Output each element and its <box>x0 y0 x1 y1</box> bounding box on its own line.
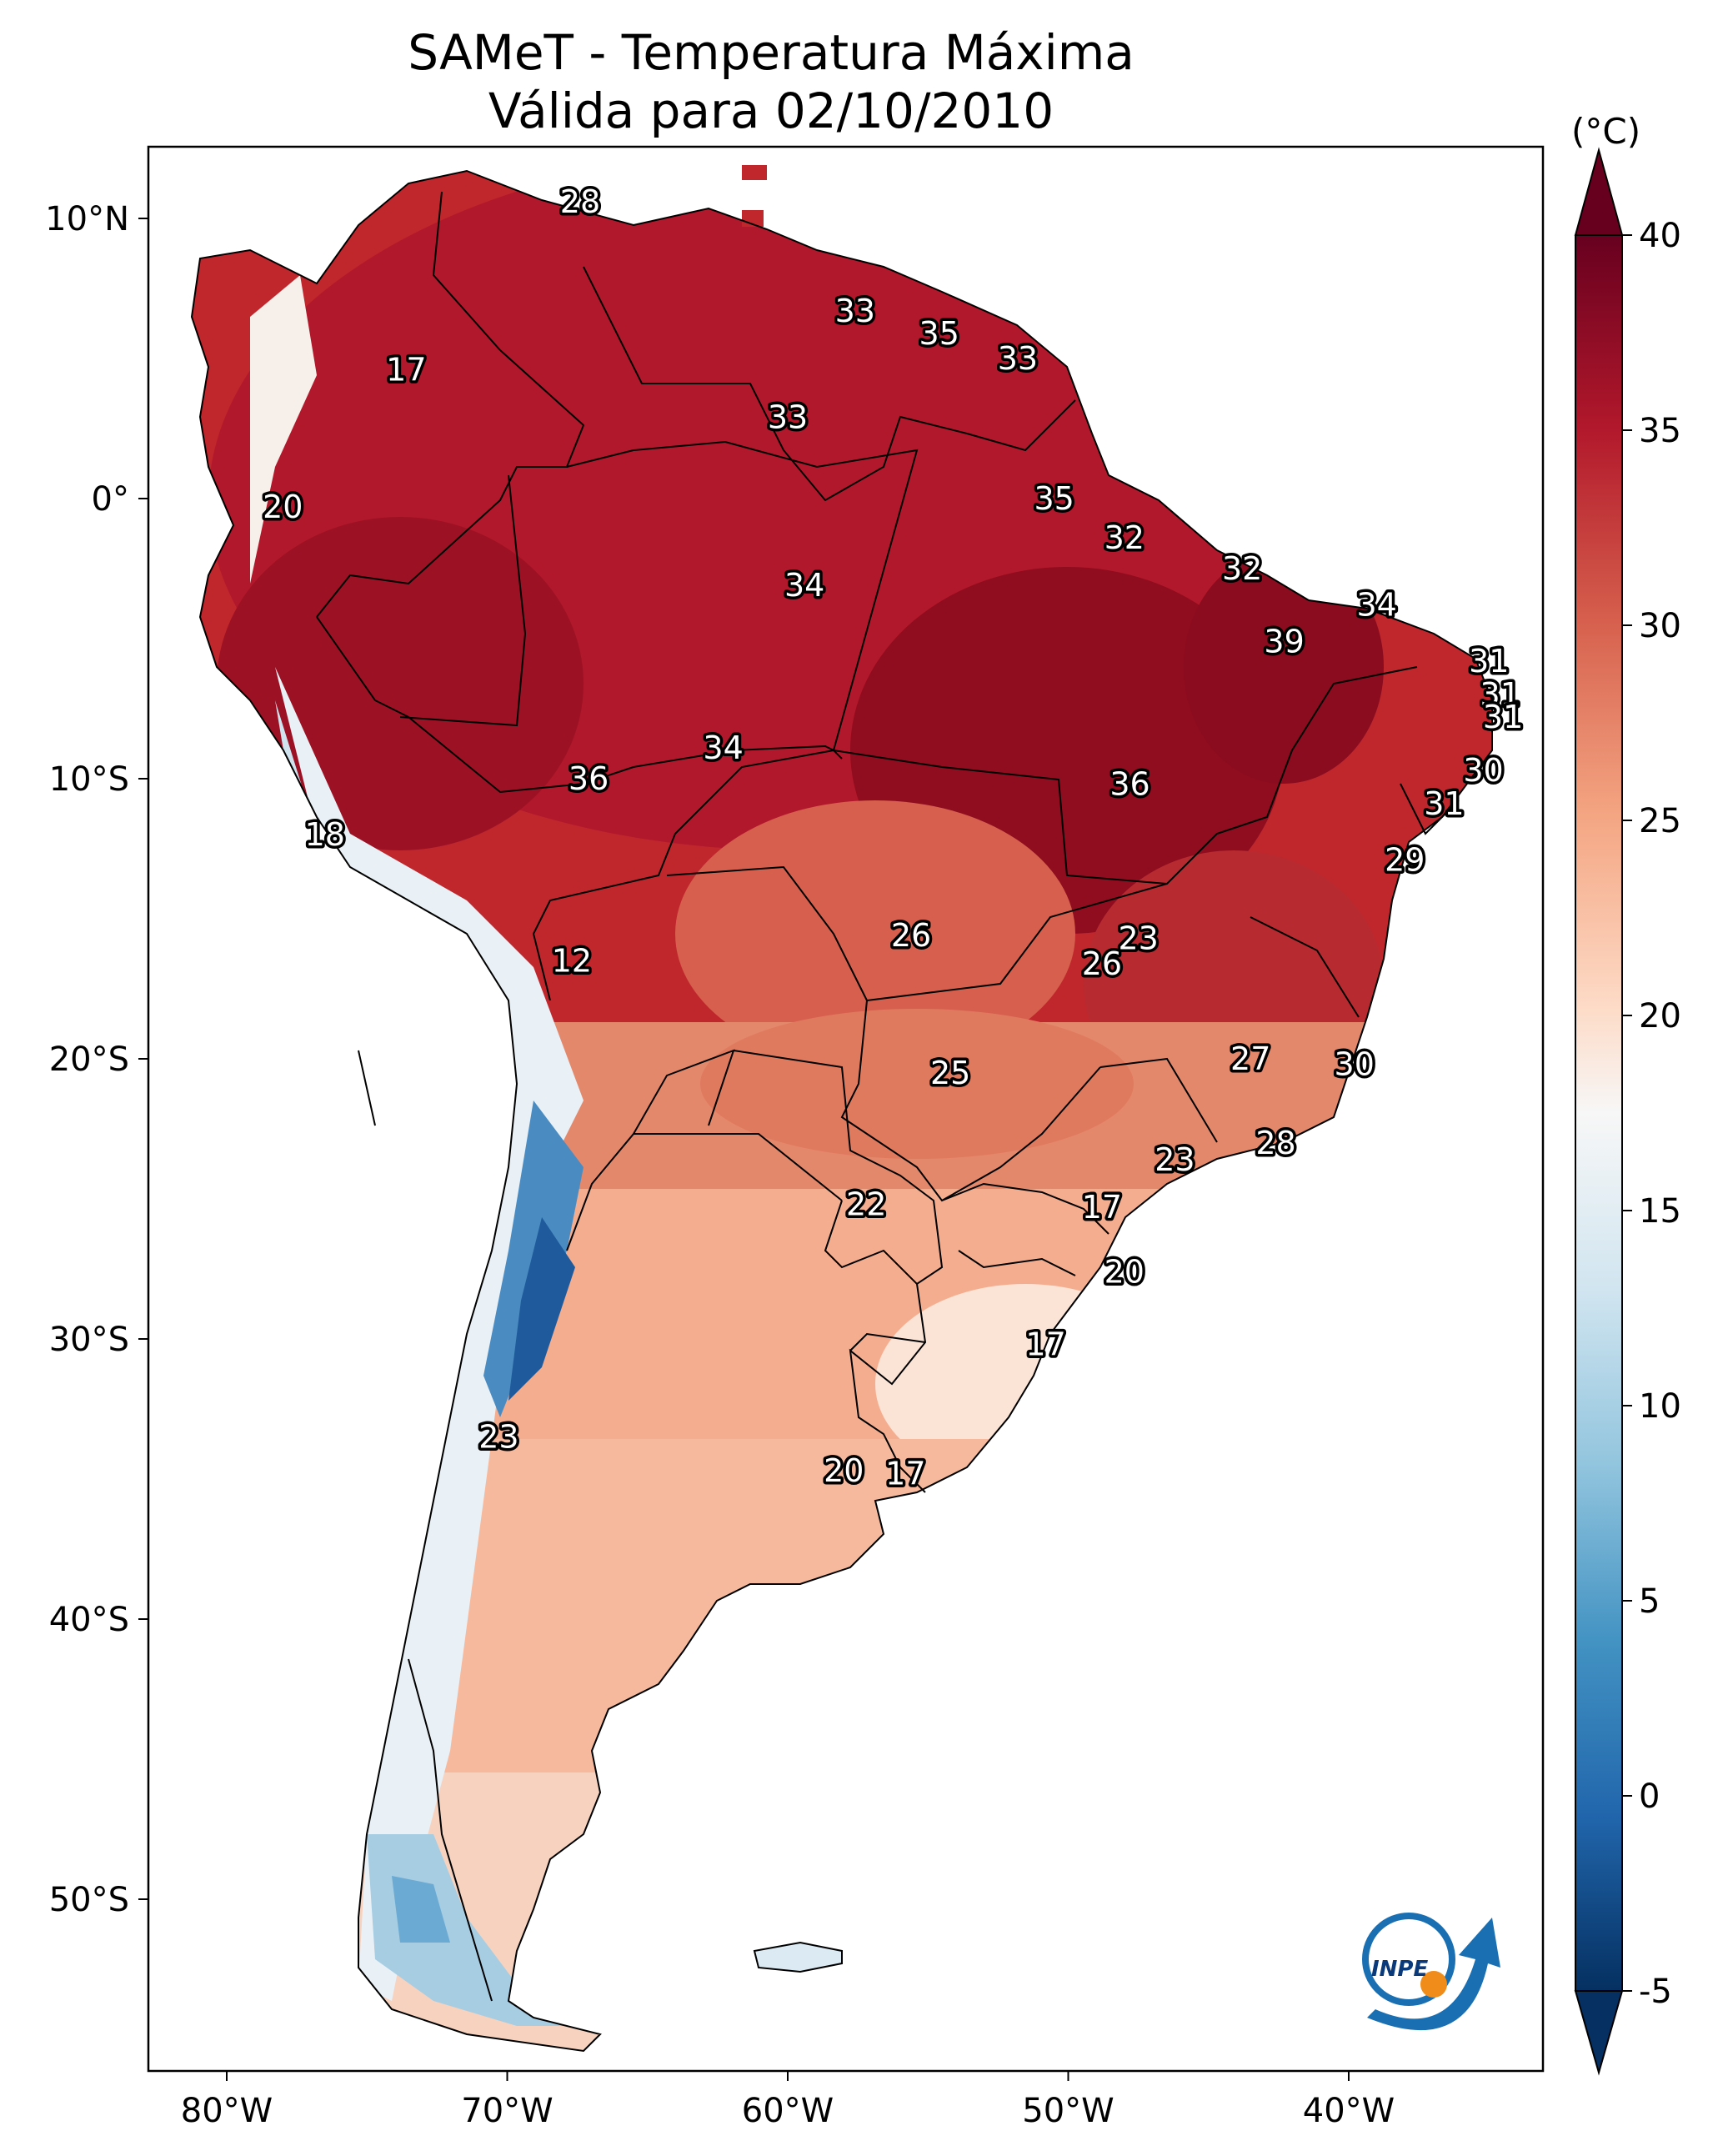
lat-tick-label: 50°S <box>49 1881 129 1919</box>
contour-label: 30 <box>1335 1046 1375 1083</box>
contour-label: 31 <box>1483 699 1523 735</box>
contour-label: 34 <box>784 567 824 604</box>
colorbar-tick-label: 0 <box>1639 1777 1660 1816</box>
lat-tick-label: 10°N <box>45 200 129 238</box>
contour-label: 17 <box>885 1455 925 1492</box>
map-title: SAMeT - Temperatura Máxima Válida para 0… <box>0 23 1542 140</box>
inpe-logo: INPE <box>1362 1913 1500 2031</box>
contour-label: 30 <box>1463 752 1503 789</box>
contour-label: 12 <box>552 942 592 979</box>
lat-tick-label: 0° <box>92 480 129 519</box>
contour-label: 32 <box>1222 550 1262 587</box>
lat-axis: 10°N 0° 10°S 20°S 30°S 40°S 50°S <box>45 200 148 1919</box>
contour-label: 20 <box>824 1452 864 1489</box>
colorbar-tick-label: 10 <box>1639 1387 1681 1426</box>
colorbar-tick-label: 5 <box>1639 1582 1660 1621</box>
contour-label: 29 <box>1385 841 1425 878</box>
title-line-1: SAMeT - Temperatura Máxima <box>408 24 1134 81</box>
svg-text:INPE: INPE <box>1371 1957 1428 1982</box>
contour-label: 31 <box>1424 785 1464 822</box>
colorbar-min-extension <box>1574 1990 1624 2076</box>
contour-label: 39 <box>1264 623 1304 659</box>
contour-label: 26 <box>891 917 931 954</box>
contour-label: 36 <box>1109 766 1150 803</box>
colorbar-ticks: 40 35 30 25 20 15 10 5 0 -5 <box>1622 217 1681 2011</box>
map-frame <box>147 145 1545 2073</box>
contour-label: 35 <box>1034 480 1074 517</box>
contour-label: 34 <box>1356 587 1396 624</box>
contour-label: 26 <box>1082 945 1122 982</box>
contour-label: 34 <box>703 730 743 766</box>
contour-label: 23 <box>1155 1141 1195 1178</box>
contour-label: 20 <box>1104 1253 1144 1290</box>
lon-tick-label: 40°W <box>1303 2092 1395 2130</box>
lon-tick-label: 50°W <box>1022 2092 1114 2130</box>
contour-label: 33 <box>835 293 875 329</box>
colorbar-units: (°C) <box>1571 111 1640 152</box>
contour-label: 25 <box>930 1055 970 1091</box>
lat-tick-label: 10°S <box>49 760 129 799</box>
colorbar: (°C) 40 35 30 25 20 15 10 5 0 -5 <box>1571 111 1681 2076</box>
contour-label: 36 <box>568 760 609 797</box>
contour-label: 31 <box>1480 676 1520 713</box>
contour-label: 18 <box>305 816 345 853</box>
contour-label: 33 <box>768 399 808 436</box>
colorbar-max-extension <box>1574 147 1624 236</box>
contour-label: 23 <box>478 1419 518 1456</box>
lat-tick-label: 30°S <box>49 1321 129 1359</box>
contour-label: 22 <box>846 1186 886 1223</box>
contour-label: 17 <box>1082 1189 1122 1226</box>
colorbar-tick-label: 40 <box>1639 217 1681 255</box>
lon-tick-label: 60°W <box>742 2092 834 2130</box>
colorbar-tick-label: 15 <box>1639 1192 1681 1231</box>
colorbar-tick-label: -5 <box>1639 1973 1672 2011</box>
contour-label: 27 <box>1230 1040 1270 1077</box>
colorbar-tick-label: 20 <box>1639 997 1681 1035</box>
borders <box>190 169 1493 2053</box>
colorbar-tick-label: 30 <box>1639 607 1681 645</box>
contour-label: 17 <box>386 351 426 388</box>
lat-tick-label: 40°S <box>49 1601 129 1639</box>
contour-label: 17 <box>1025 1326 1065 1363</box>
title-line-2: Válida para 02/10/2010 <box>488 83 1054 139</box>
contour-label: 23 <box>1118 920 1158 957</box>
contour-label: 20 <box>263 489 303 525</box>
contour-label: 28 <box>560 183 600 220</box>
lon-axis: 80°W 70°W 60°W 50°W 40°W <box>181 2071 1395 2130</box>
lon-tick-label: 70°W <box>461 2092 553 2130</box>
colorbar-tick-label: 25 <box>1639 802 1681 840</box>
contour-label: 32 <box>1104 519 1144 556</box>
contour-label: 28 <box>1255 1125 1295 1161</box>
colorbar-tick-label: 35 <box>1639 412 1681 450</box>
lon-tick-label: 80°W <box>181 2092 273 2130</box>
lat-tick-label: 20°S <box>49 1040 129 1079</box>
contour-label: 33 <box>998 340 1038 377</box>
contour-label: 31 <box>1469 643 1509 679</box>
contour-label: 35 <box>919 315 959 352</box>
colorbar-gradient-bar <box>1575 234 1623 1992</box>
